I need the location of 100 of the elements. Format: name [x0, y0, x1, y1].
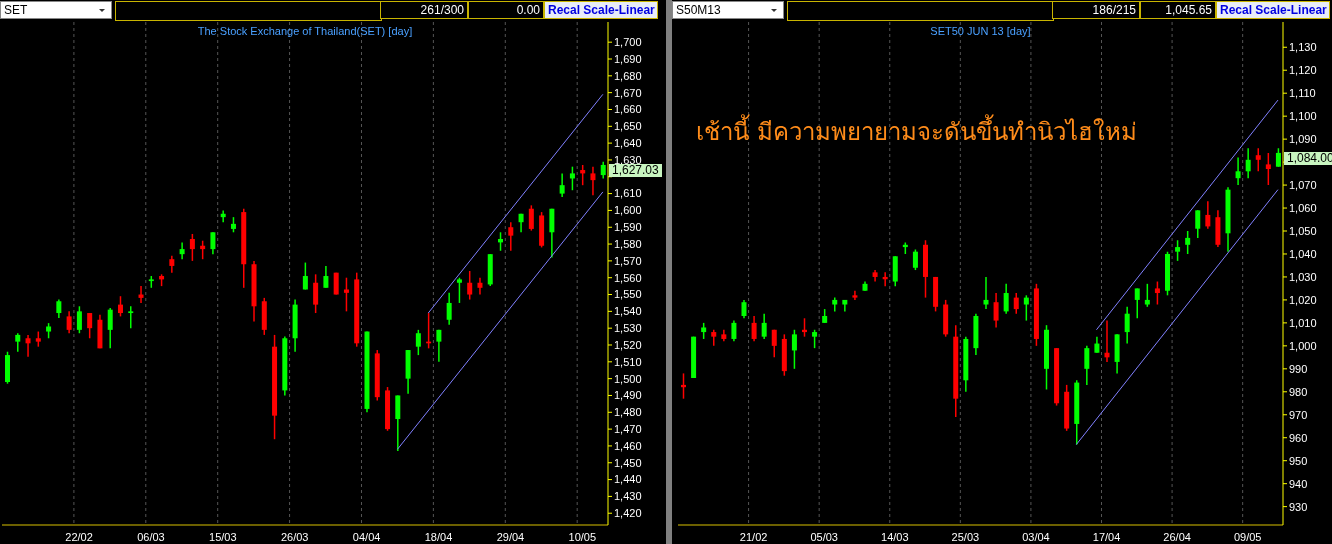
y-tick-label: 1,030	[1289, 270, 1317, 283]
y-tick-label: 1,540	[614, 305, 642, 318]
y-tick-label: 1,010	[1289, 316, 1317, 329]
y-tick-label: 1,130	[1289, 41, 1317, 54]
candlestick	[528, 204, 534, 232]
candlestick	[1175, 239, 1181, 262]
candlestick	[107, 307, 113, 350]
candlestick	[983, 276, 989, 310]
text: Recal Scale-Linear	[1216, 1, 1330, 19]
y-tick-label: 1,690	[614, 52, 642, 65]
candlestick	[25, 334, 31, 358]
candlestick	[559, 172, 565, 198]
candlestick	[681, 372, 686, 400]
x-tick-label: 06/03	[137, 530, 165, 543]
candlestick	[76, 305, 82, 334]
candlestick	[569, 165, 575, 191]
text: Recal Scale-Linear	[544, 1, 658, 19]
text: 0.00	[468, 1, 544, 19]
x-tick-label: 25/03	[951, 530, 980, 543]
x-tick-label: 21/02	[739, 530, 768, 543]
candlestick	[1154, 280, 1160, 306]
candlestick	[993, 292, 999, 329]
candlestick	[1195, 209, 1201, 239]
y-tick-label: 1,050	[1289, 224, 1317, 237]
candlestick	[302, 261, 308, 291]
y-tick-label: 1,520	[614, 338, 642, 351]
candlestick	[549, 207, 555, 259]
y-tick-label: 1,450	[614, 456, 642, 469]
y-tick-label: 1,100	[1289, 110, 1317, 123]
y-tick-label: 980	[1289, 385, 1308, 398]
candlestick	[1023, 294, 1029, 322]
text: 1,045.65	[1140, 1, 1216, 19]
y-tick-label: 1,490	[614, 389, 642, 402]
x-tick-label: 17/04	[1092, 530, 1121, 543]
x-tick-label: 26/03	[280, 530, 309, 543]
x-tick-label: 29/04	[496, 530, 525, 543]
candlestick	[179, 241, 185, 260]
candlestick	[395, 394, 401, 452]
candlestick	[761, 312, 767, 340]
y-tick-label: 1,420	[614, 507, 642, 520]
y-tick-label: 1,660	[614, 103, 642, 116]
y-tick-label: 970	[1289, 408, 1308, 421]
y-tick-label: 990	[1289, 362, 1308, 375]
y-tick-label: 1,560	[614, 271, 642, 284]
candlestick	[1084, 345, 1090, 386]
x-tick-label: 15/03	[209, 530, 237, 543]
y-tick-label: 1,000	[1289, 339, 1317, 352]
x-tick-label: 18/04	[424, 530, 453, 543]
y-tick-label: 1,440	[614, 473, 642, 486]
x-tick-label: 26/04	[1163, 530, 1191, 543]
y-tick-label: 1,090	[1289, 133, 1317, 146]
candlestick	[802, 317, 807, 338]
candlestick	[56, 298, 62, 319]
y-tick-label: 1,610	[614, 187, 642, 200]
candlestick	[210, 231, 216, 255]
candlestick	[882, 271, 888, 287]
y-tick-label: 1,530	[614, 322, 642, 335]
y-tick-label: 1,120	[1289, 64, 1317, 77]
candlestick	[771, 329, 777, 359]
candlestick	[1013, 292, 1019, 315]
y-tick-label: 1,460	[614, 439, 642, 452]
x-tick-label: 03/04	[1022, 530, 1050, 543]
y-tick-label: 1,680	[614, 69, 642, 82]
y-tick-label: 1,550	[614, 288, 642, 301]
candlestick	[711, 329, 717, 347]
x-tick-label: 14/03	[881, 530, 909, 543]
y-tick-label: 960	[1289, 431, 1308, 444]
candlestick	[189, 233, 195, 262]
candlestick	[1144, 283, 1150, 308]
x-tick-label: 04/04	[352, 530, 381, 543]
candlestick	[128, 305, 134, 329]
y-tick-label: 1,700	[614, 36, 642, 49]
candlestick	[508, 221, 514, 252]
y-tick-label: 1,650	[614, 120, 642, 133]
y-tick-label: 1,570	[614, 254, 642, 267]
candlestick	[731, 319, 737, 343]
text: 261/300	[380, 1, 468, 19]
x-tick-label: 10/05	[568, 530, 597, 543]
candlestick	[446, 292, 452, 326]
chart-title: SET50 JUN 13 [day]	[929, 25, 1032, 37]
candlestick	[1124, 306, 1130, 345]
y-tick-label: 1,500	[614, 372, 642, 385]
candlestick	[590, 165, 596, 197]
candlestick	[477, 276, 483, 296]
candlestick	[812, 329, 818, 349]
candlestick	[436, 329, 442, 363]
y-tick-label: 940	[1289, 477, 1308, 490]
y-tick-label: 1,020	[1289, 293, 1317, 306]
candlestick	[117, 295, 123, 318]
y-tick-label: 950	[1289, 454, 1308, 467]
candlestick	[323, 265, 329, 289]
candlestick	[415, 329, 421, 356]
y-tick-label: 1,510	[614, 355, 642, 368]
y-tick-label: 1,110	[1289, 87, 1316, 100]
candlestick	[1205, 200, 1211, 230]
candlestick	[1185, 230, 1191, 255]
candlestick	[343, 276, 349, 313]
x-tick-label: 22/02	[65, 530, 93, 543]
y-tick-label: 1,040	[1289, 247, 1317, 260]
chart-title: The Stock Exchange of Thailand(SET) [day]	[196, 25, 414, 37]
